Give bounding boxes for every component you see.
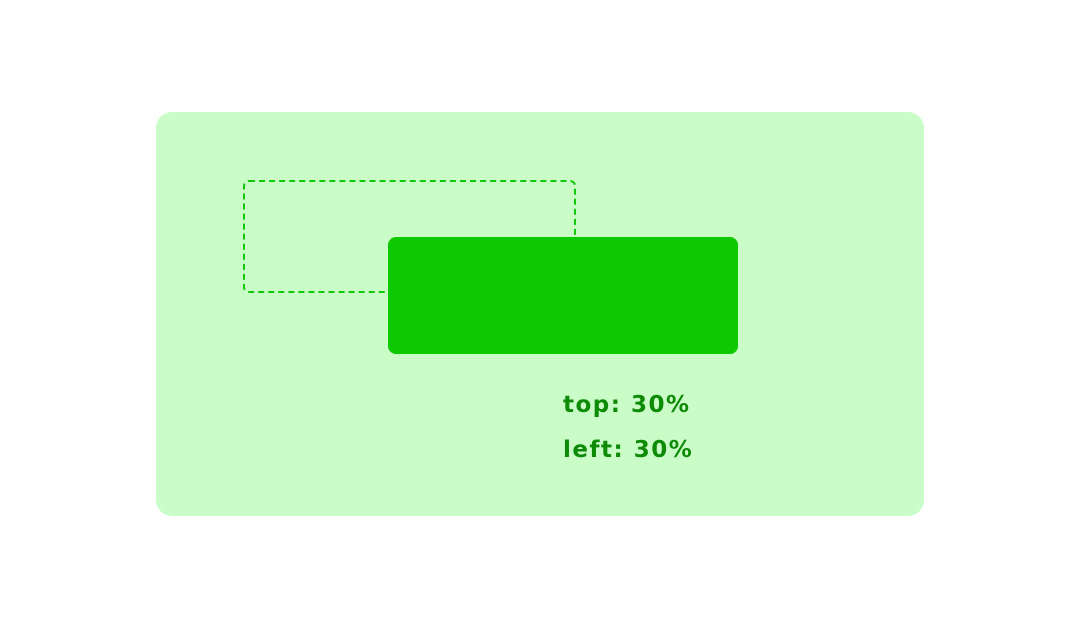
left-offset-label: left: 30%: [563, 437, 694, 463]
top-offset-label: top: 30%: [563, 392, 691, 418]
container-panel: top: 30% left: 30%: [156, 112, 924, 516]
positioned-element-box: [388, 237, 738, 354]
